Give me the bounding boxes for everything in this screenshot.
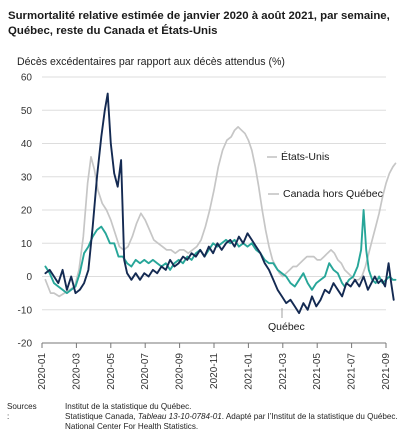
source-line-1: Institut de la statistique du Québec. xyxy=(65,402,192,411)
source-line-2-suffix: . Adapté par l’Institut de la statistiqu… xyxy=(221,412,398,422)
x-tick-label: 2021-05 xyxy=(312,353,323,390)
y-tick-label: 30 xyxy=(21,172,33,183)
y-tick-label: -10 xyxy=(18,305,33,316)
x-tick-label: 2021-03 xyxy=(278,353,289,390)
chart-title-line-1: Surmortalité relative estimée de janvier… xyxy=(8,10,390,22)
x-tick-label: 2020-05 xyxy=(106,353,117,390)
x-tick-label: 2020-01 xyxy=(37,353,48,390)
annotation-label: États-Unis xyxy=(281,150,329,163)
annotation-label: Canada hors Québec xyxy=(283,188,383,200)
x-tick-label: 2020-11 xyxy=(209,353,220,389)
sources-label: Sources : xyxy=(7,402,37,422)
source-table-reference: Tableau 13-10-0784-01 xyxy=(137,412,222,422)
y-tick-label: 20 xyxy=(21,206,33,217)
x-tick-label: 2020-07 xyxy=(140,353,151,390)
series-line-quebec xyxy=(44,92,395,315)
series-line-canada-hors-quebec xyxy=(44,209,397,295)
y-tick-label: -20 xyxy=(18,339,33,350)
y-tick-label: 0 xyxy=(26,272,32,283)
y-tick-label: 50 xyxy=(21,106,33,117)
y-tick-label: 60 xyxy=(21,73,33,84)
y-axis-label: Décès excédentaires par rapport aux décè… xyxy=(17,56,285,68)
y-tick-label: 40 xyxy=(21,139,33,150)
source-line-2-prefix: Statistique Canada, xyxy=(65,412,138,422)
chart-title: Surmortalité relative estimée de janvier… xyxy=(8,9,393,39)
annotation-label: Québec xyxy=(268,321,305,333)
source-line-3: National Center For Health Statistics. xyxy=(65,422,199,432)
source-line-2: Statistique Canada, Tableau 13-10-0784-0… xyxy=(65,412,398,422)
x-tick-label: 2020-03 xyxy=(71,353,82,390)
grid-layer: 60 50 40 30 20 10 0 -10 -20 2020-01 2020-03 2020-05… xyxy=(18,73,392,390)
x-tick-label: 2021-09 xyxy=(381,353,392,390)
x-tick-label: 2021-01 xyxy=(243,353,254,390)
chart-title-line-2: Québec, reste du Canada et États-Unis xyxy=(8,25,218,37)
x-tick-label: 2020-09 xyxy=(175,353,186,390)
series-line-etats-unis xyxy=(44,126,397,298)
y-tick-label: 10 xyxy=(21,239,33,250)
annotation-layer: États-Unis Canada hors Québec Québec xyxy=(267,150,383,333)
x-tick-label: 2021-07 xyxy=(347,353,358,390)
line-chart: 60 50 40 30 20 10 0 -10 -20 2020-01 2020-03 2020-05… xyxy=(18,73,397,390)
series-layer xyxy=(44,92,397,315)
